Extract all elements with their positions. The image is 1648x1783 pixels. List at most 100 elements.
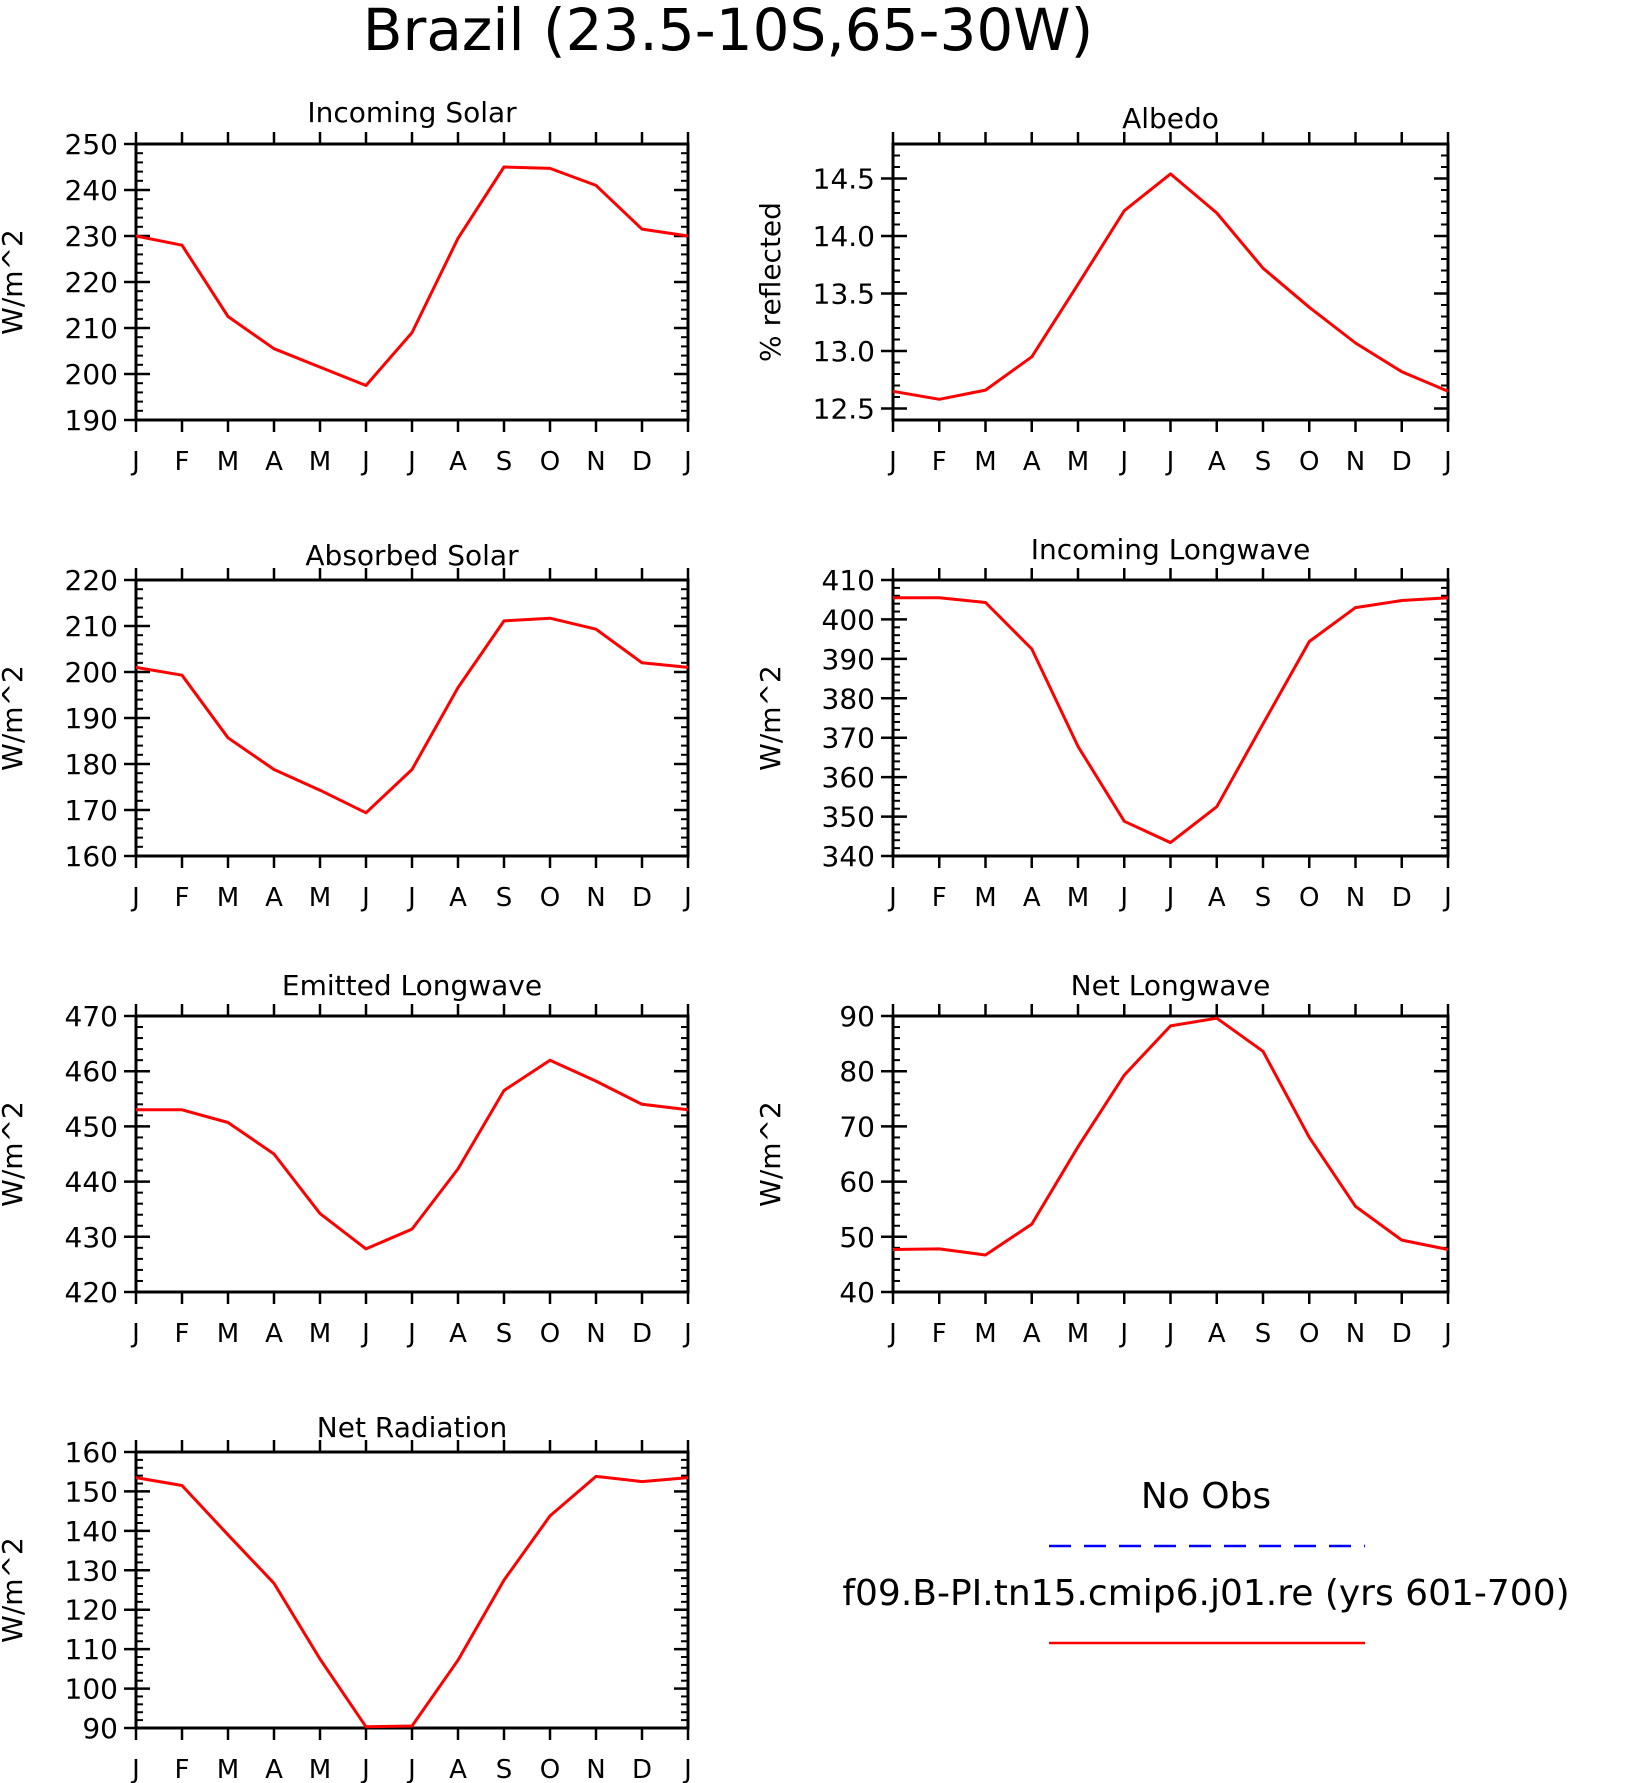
absorbed-solar-model-line (135, 616, 689, 815)
incoming-solar-title: Incoming Solar (307, 96, 517, 129)
emitted-longwave-ytick-label: 450 (65, 1110, 118, 1143)
net-longwave-xtick-label: N (1346, 1319, 1365, 1349)
emitted-longwave-xtick-label: J (682, 1319, 692, 1349)
net-radiation-xtick-label: J (682, 1755, 692, 1783)
incoming-longwave-xtick-label: M (1067, 883, 1089, 913)
incoming-longwave-xtick-label: N (1346, 883, 1365, 913)
incoming-longwave-title: Incoming Longwave (1031, 533, 1311, 566)
net-longwave-xtick-label: J (1118, 1319, 1128, 1349)
emitted-longwave-xtick-label: J (130, 1319, 140, 1349)
incoming-longwave-xtick-label: D (1392, 883, 1412, 913)
albedo-ylabel: % reflected (754, 202, 787, 362)
incoming-solar-ytick-label: 230 (65, 220, 118, 253)
absorbed-solar-xtick-label: J (682, 883, 692, 913)
incoming-longwave-ytick-label: 400 (822, 603, 875, 636)
incoming-solar-xtick-label: F (175, 447, 190, 477)
albedo-xtick-label: J (1165, 447, 1175, 477)
net-longwave-xtick-label: M (974, 1319, 996, 1349)
incoming-solar-ytick-label: 210 (65, 312, 118, 345)
panel-albedo: J F M A M J J A S O N D J12.513.013.514.014.5% refle… (754, 102, 1452, 477)
net-longwave-ytick-label: 90 (839, 1000, 875, 1033)
emitted-longwave-xtick-label: A (265, 1319, 283, 1349)
absorbed-solar-ytick-label: 200 (65, 656, 118, 689)
incoming-solar-ylabel: W/m^2 (0, 229, 29, 335)
emitted-longwave-ytick-label: 470 (65, 1000, 118, 1033)
net-radiation-xtick-label: M (217, 1755, 239, 1783)
incoming-solar-xtick-label: O (540, 447, 560, 477)
net-radiation-xtick-label: A (265, 1755, 283, 1783)
emitted-longwave-title: Emitted Longwave (282, 969, 542, 1002)
albedo-xtick-label: O (1299, 447, 1319, 477)
net-radiation-ytick-label: 130 (65, 1554, 118, 1587)
emitted-longwave-xtick-label: A (449, 1319, 467, 1349)
incoming-solar-xtick-label: A (449, 447, 467, 477)
net-radiation-ytick-label: 110 (65, 1633, 118, 1666)
incoming-longwave-ytick-label: 370 (822, 722, 875, 755)
albedo-ytick-label: 14.5 (813, 163, 875, 196)
net-longwave-xtick-label: O (1299, 1319, 1319, 1349)
net-longwave-xtick-label: D (1392, 1319, 1412, 1349)
absorbed-solar-ylabel: W/m^2 (0, 665, 29, 771)
incoming-solar-xtick-label: J (682, 447, 692, 477)
emitted-longwave-xtick-label: F (175, 1319, 190, 1349)
net-longwave-frame (891, 1014, 1450, 1294)
net-longwave-ytick-label: 60 (839, 1166, 875, 1199)
net-radiation-model-line (135, 1474, 689, 1729)
incoming-longwave-ytick-label: 380 (822, 682, 875, 715)
absorbed-solar-title: Absorbed Solar (305, 539, 519, 572)
absorbed-solar-ytick-label: 160 (65, 840, 118, 873)
absorbed-solar-xtick-label: M (309, 883, 331, 913)
panel-incoming-longwave: J F M A M J J A S O N D J340350360370380390400410W/m… (754, 533, 1452, 913)
incoming-solar-xtick-label: M (217, 447, 239, 477)
absorbed-solar-xtick-label: J (406, 883, 416, 913)
incoming-longwave-model-line (893, 596, 1449, 845)
albedo-xtick-label: M (1067, 447, 1089, 477)
incoming-longwave-ytick-label: 410 (822, 564, 875, 597)
net-longwave-title: Net Longwave (1071, 969, 1271, 1002)
net-radiation-xtick-label: D (632, 1755, 652, 1783)
incoming-solar-xtick-label: M (309, 447, 331, 477)
incoming-longwave-ytick-label: 360 (822, 761, 875, 794)
net-longwave-xtick-label: J (1442, 1319, 1452, 1349)
albedo-title: Albedo (1122, 102, 1219, 135)
emitted-longwave-xtick-label: S (496, 1319, 513, 1349)
net-longwave-ytick-label: 80 (839, 1055, 875, 1088)
legend-obs-label: No Obs (1141, 1476, 1271, 1517)
emitted-longwave-ytick-label: 460 (65, 1055, 118, 1088)
albedo-xtick-label: J (1442, 447, 1452, 477)
emitted-longwave-xtick-label: M (217, 1319, 239, 1349)
incoming-longwave-xtick-label: J (1118, 883, 1128, 913)
albedo-xtick-label: M (974, 447, 996, 477)
emitted-longwave-xtick-label: D (632, 1319, 652, 1349)
incoming-solar-ytick-label: 200 (65, 358, 118, 391)
net-longwave-ytick-label: 40 (839, 1276, 875, 1309)
net-radiation-ytick-label: 150 (65, 1475, 118, 1508)
net-radiation-xtick-label: A (449, 1755, 467, 1783)
emitted-longwave-ytick-label: 430 (65, 1221, 118, 1254)
albedo-xtick-label: J (887, 447, 897, 477)
incoming-solar-xtick-label: D (632, 447, 652, 477)
incoming-solar-frame (134, 142, 690, 422)
incoming-longwave-xtick-label: O (1299, 883, 1319, 913)
absorbed-solar-ytick-label: 190 (65, 702, 118, 735)
albedo-xtick-label: A (1208, 447, 1226, 477)
absorbed-solar-frame (134, 578, 690, 858)
emitted-longwave-ylabel: W/m^2 (0, 1101, 29, 1207)
net-longwave-ylabel: W/m^2 (754, 1101, 787, 1207)
net-radiation-xtick-label: S (496, 1755, 513, 1783)
incoming-solar-xtick-label: J (406, 447, 416, 477)
emitted-longwave-xtick-label: J (360, 1319, 370, 1349)
legend-model-label: f09.B-PI.tn15.cmip6.j01.re (yrs 601-700) (842, 1573, 1569, 1614)
incoming-longwave-xtick-label: J (1442, 883, 1452, 913)
incoming-solar-xtick-label: J (130, 447, 140, 477)
net-radiation-xtick-label: J (130, 1755, 140, 1783)
incoming-longwave-ytick-label: 350 (822, 801, 875, 834)
incoming-longwave-ytick-label: 340 (822, 840, 875, 873)
albedo-ytick-label: 12.5 (813, 393, 875, 426)
net-radiation-frame (134, 1450, 690, 1730)
incoming-longwave-xtick-label: J (1165, 883, 1175, 913)
net-radiation-xtick-label: J (360, 1755, 370, 1783)
emitted-longwave-xtick-label: M (309, 1319, 331, 1349)
panel-incoming-solar: J F M A M J J A S O N D J190200210220230240250W/m^2I… (0, 96, 692, 477)
